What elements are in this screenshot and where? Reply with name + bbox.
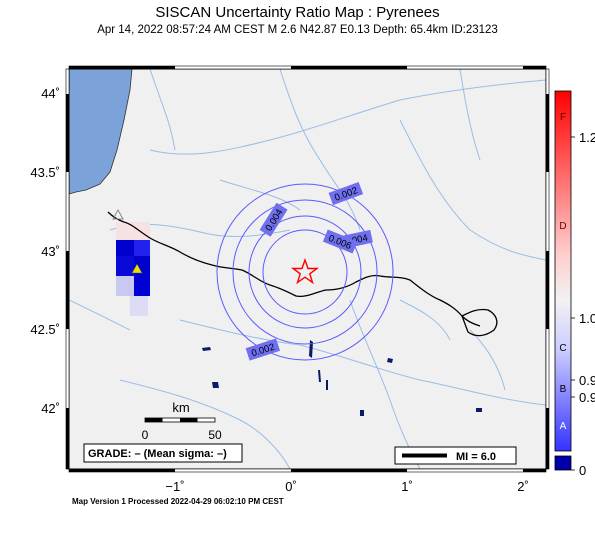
station-triangle-outline bbox=[112, 208, 124, 220]
sea-area bbox=[69, 69, 133, 195]
reservoirs bbox=[202, 340, 482, 416]
scale-bar-left: 0 bbox=[142, 428, 149, 442]
scale-bar-title: km bbox=[172, 400, 189, 415]
grade-text: GRADE: – (Mean sigma: –) bbox=[88, 448, 227, 460]
grade-box: GRADE: – (Mean sigma: –) bbox=[83, 443, 243, 463]
uncertainty-cells bbox=[116, 222, 150, 316]
border-loop bbox=[461, 308, 498, 337]
colorbar-value: 0.9 bbox=[579, 373, 595, 388]
grade-letter: F bbox=[560, 112, 566, 123]
national-border bbox=[107, 211, 481, 327]
scale-bar-right: 50 bbox=[208, 428, 222, 442]
lat-label: 42.5˚ bbox=[30, 322, 60, 337]
event-info: Apr 14, 2022 08:57:24 AM CEST M 2.6 N42.… bbox=[97, 24, 498, 36]
colorbar-value: 1.0 bbox=[579, 311, 595, 326]
map-title: SISCAN Uncertainty Ratio Map : Pyrenees bbox=[155, 4, 440, 21]
lat-label: 42˚ bbox=[41, 401, 60, 416]
lon-label: −1˚ bbox=[165, 479, 184, 494]
colorbar-value: 1.2 bbox=[579, 130, 595, 145]
mi-legend: MI = 6.0 bbox=[394, 446, 517, 465]
grade-letter: D bbox=[559, 221, 566, 232]
colorbar-value: 0.9 bbox=[579, 390, 595, 405]
grade-letter: B bbox=[560, 384, 567, 395]
mi-legend-text: MI = 6.0 bbox=[456, 451, 496, 463]
colorbar-value: 0 bbox=[579, 463, 586, 478]
epicenter-star-icon bbox=[290, 257, 320, 285]
uncertainty-contours bbox=[216, 183, 394, 361]
grade-letter: C bbox=[559, 343, 566, 354]
rivers bbox=[69, 69, 546, 469]
lat-label: 43.5˚ bbox=[30, 165, 60, 180]
longitude-labels: −1˚ 0˚ 1˚ 2˚ bbox=[165, 479, 528, 494]
frame-ticks bbox=[65, 65, 550, 473]
processing-footer: Map Version 1 Processed 2022-04-29 06:02… bbox=[72, 497, 284, 506]
grade-letter: A bbox=[560, 421, 567, 432]
station-triangle bbox=[131, 263, 143, 274]
latitude-labels: 44˚ 43.5˚ 43˚ 42.5˚ 42˚ bbox=[30, 86, 60, 416]
lat-label: 44˚ bbox=[41, 86, 60, 101]
scale-bar: km 0 50 bbox=[142, 400, 222, 442]
colorbar: F D C B A 1.2 1.0 0.9 0.9 0 bbox=[554, 90, 595, 478]
lat-label: 43˚ bbox=[41, 244, 60, 259]
lon-label: 0˚ bbox=[285, 479, 297, 494]
lon-label: 1˚ bbox=[401, 479, 413, 494]
lon-label: 2˚ bbox=[517, 479, 529, 494]
